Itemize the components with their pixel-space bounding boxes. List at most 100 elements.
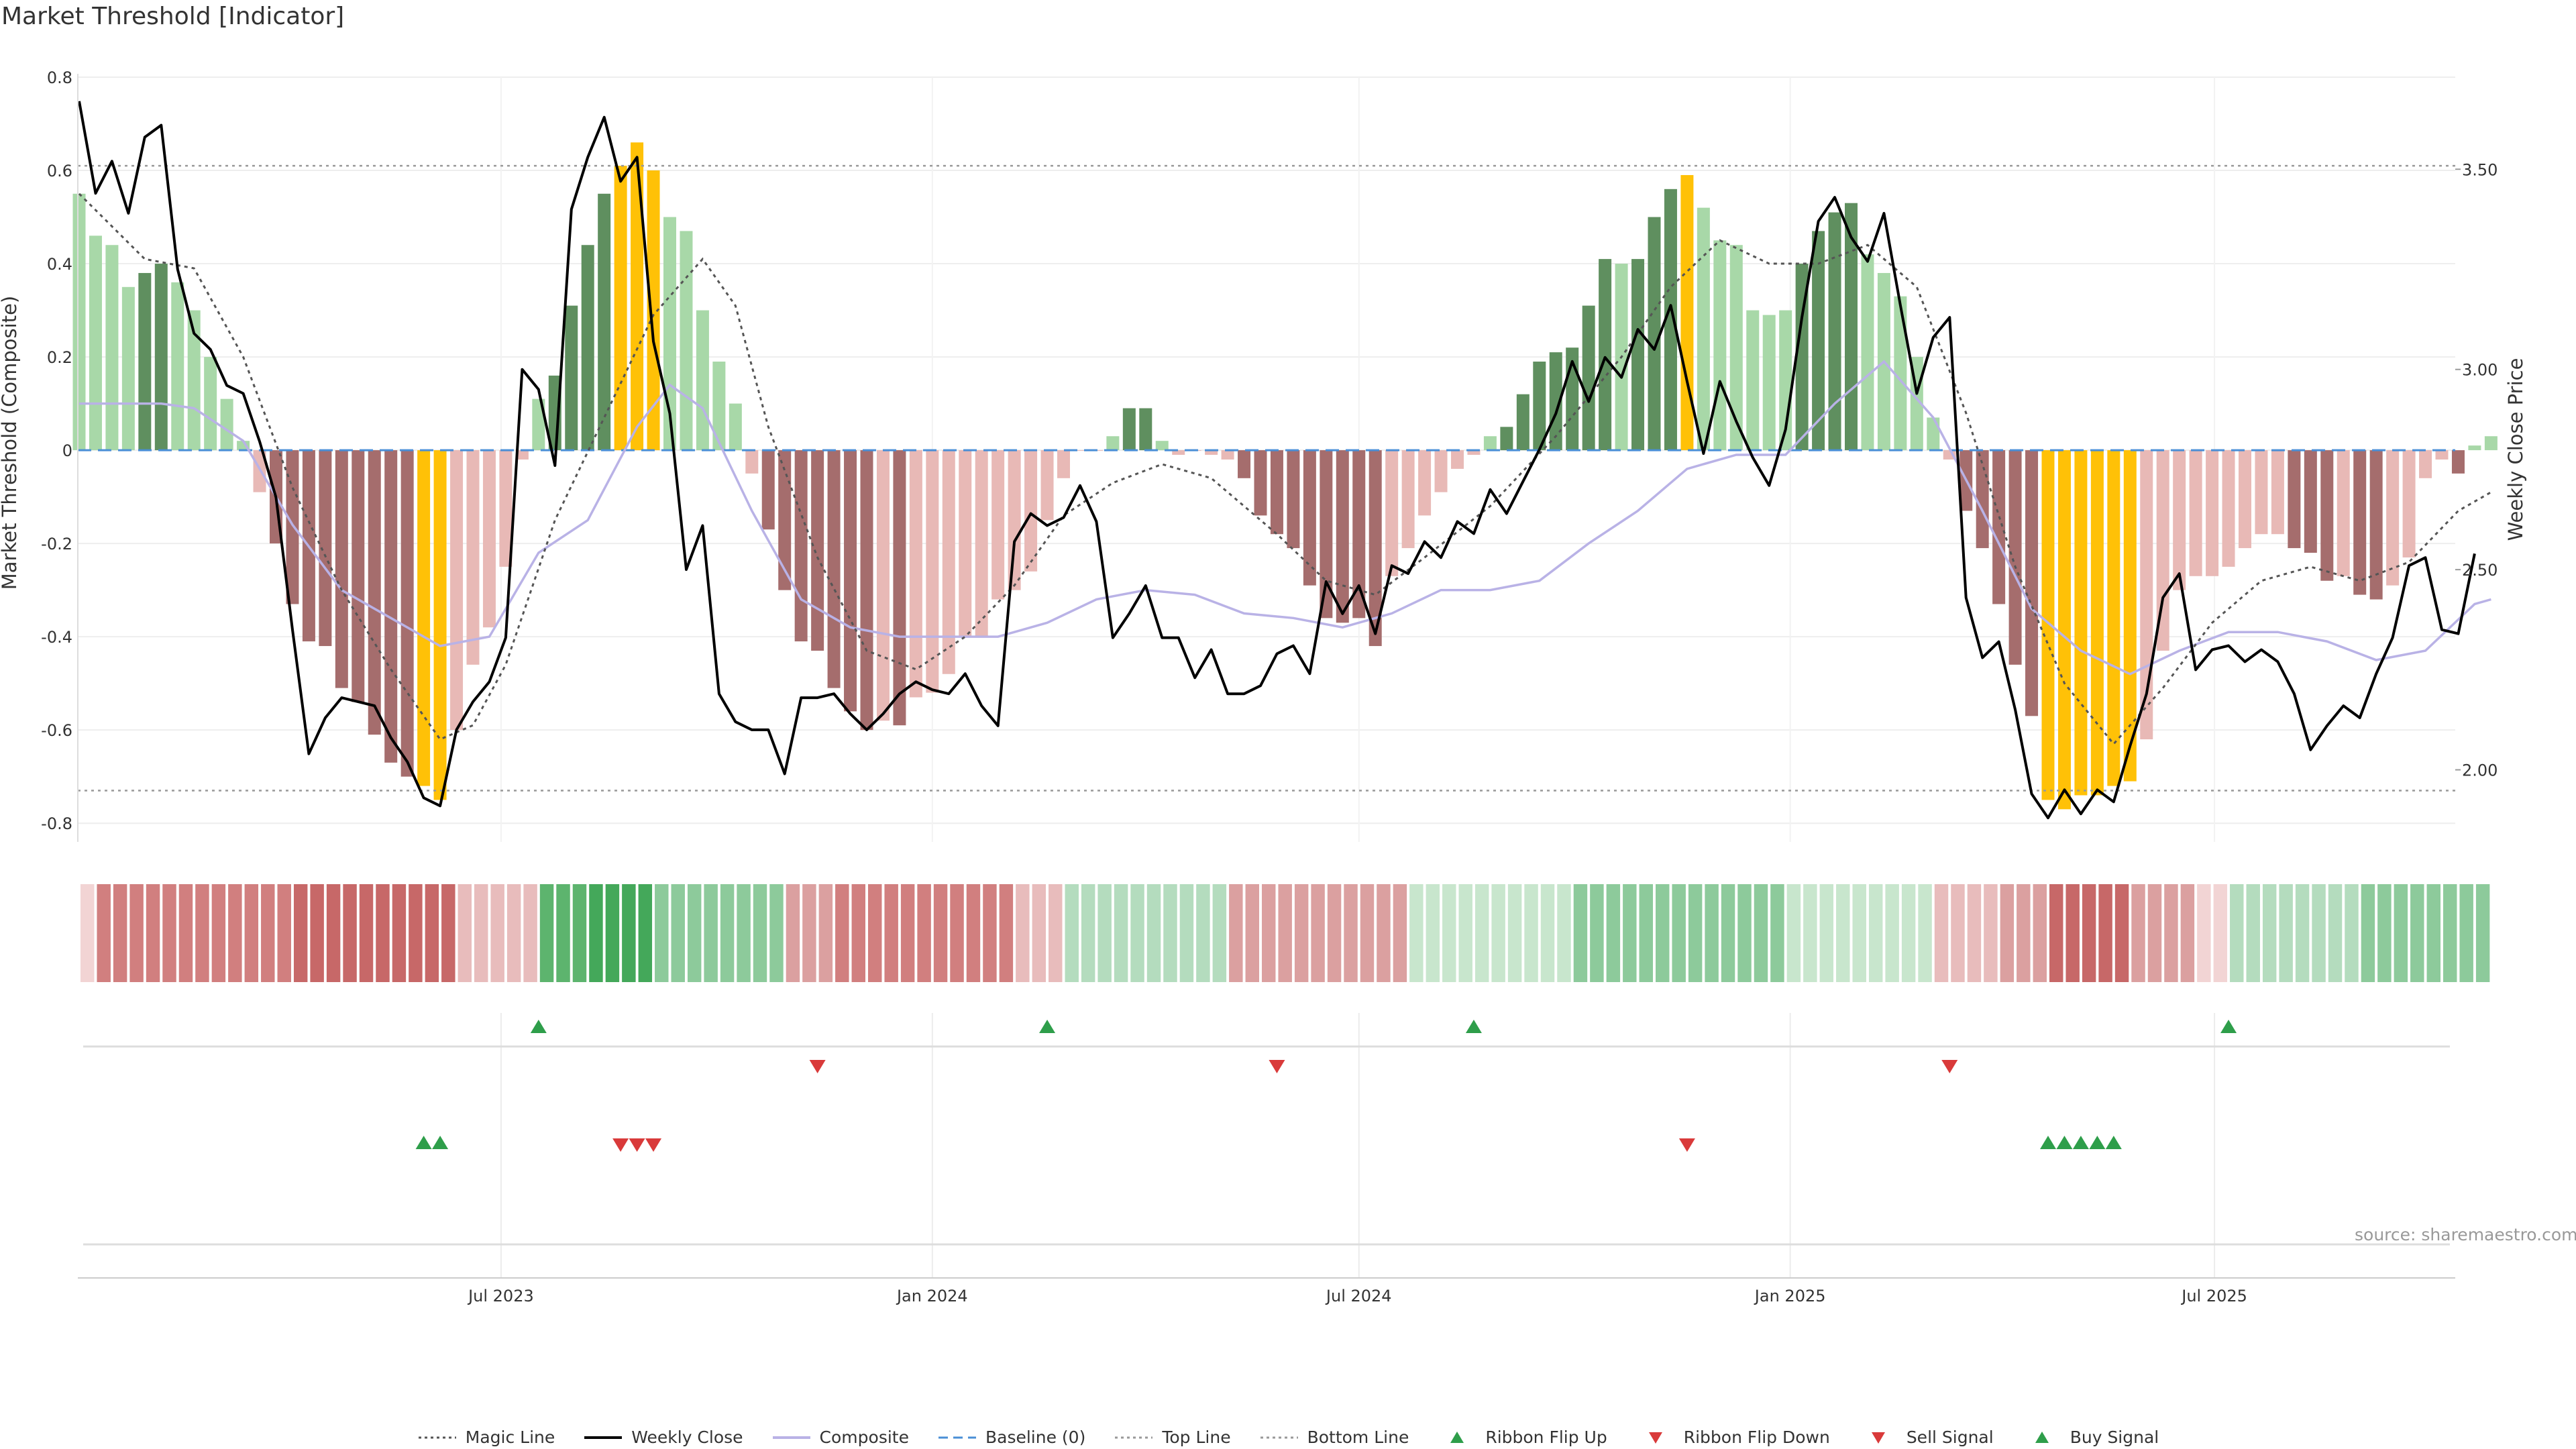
page-title: Market Threshold [Indicator] [1, 3, 345, 30]
ribbon-cell [753, 884, 767, 982]
composite-bar [1648, 217, 1661, 451]
ribbon-cell [129, 884, 144, 982]
ribbon-cell [720, 884, 735, 982]
composite-bar [1336, 450, 1349, 623]
composite-bar [1368, 450, 1382, 647]
ribbon-cell [1049, 884, 1063, 982]
ribbon-cell [2459, 884, 2473, 982]
composite-bar [860, 450, 873, 731]
composite-bar [1927, 417, 1940, 451]
composite-bar [450, 450, 464, 731]
ribbon-panel [80, 884, 2490, 982]
ribbon-cell [1803, 884, 1817, 982]
ribbon-flip-up-marker [1465, 1020, 1482, 1033]
ribbon-cell [572, 884, 587, 982]
ribbon-cell [425, 884, 439, 982]
composite-bar [1008, 450, 1021, 590]
composite-bar [598, 193, 611, 451]
ribbon-cell [1146, 884, 1161, 982]
ribbon-cell [1262, 884, 1276, 982]
ribbon-cell [1393, 884, 1407, 982]
composite-bar [1713, 240, 1727, 451]
composite-bar [827, 450, 841, 688]
ribbon-cell [884, 884, 898, 982]
composite-bar [72, 193, 86, 451]
ribbon-cell [2246, 884, 2260, 982]
composite-bar [1320, 450, 1333, 619]
composite-bar [1599, 259, 1612, 451]
legend: Magic Line Weekly Close Composite Baseline … [0, 1428, 2576, 1447]
ribbon-cell [1409, 884, 1424, 982]
ribbon-cell [1426, 884, 1440, 982]
composite-bar [729, 403, 742, 451]
composite-bar [105, 245, 119, 451]
composite-bar [1221, 450, 1234, 460]
magic-line [78, 193, 2492, 746]
legend-label: Magic Line [465, 1428, 555, 1447]
composite-bar [975, 450, 988, 637]
composite-bar [1680, 174, 1694, 451]
composite-bar [2353, 450, 2367, 595]
composite-bar [1106, 436, 1120, 451]
composite-bar [1451, 450, 1464, 469]
ribbon-cell [277, 884, 291, 982]
composite-bar [1762, 315, 1776, 451]
y-tick-label-left: -0.6 [41, 721, 72, 740]
ribbon-cell [1672, 884, 1686, 982]
ribbon-cell [409, 884, 423, 982]
ribbon-cell [1278, 884, 1292, 982]
composite-bar [778, 450, 792, 590]
ribbon-cell [2295, 884, 2310, 982]
legend-label: Bottom Line [1307, 1428, 1409, 1447]
composite-bar [1828, 212, 1841, 451]
y-tick-label-left: -0.4 [41, 628, 72, 647]
composite-bar [1697, 207, 1710, 451]
ribbon-cell [835, 884, 849, 982]
ribbon-cell [917, 884, 931, 982]
x-tick-label: Jan 2025 [1754, 1287, 1826, 1305]
composite-bar [1238, 450, 1251, 478]
composite-bar [1434, 450, 1448, 492]
legend-line-icon [584, 1436, 623, 1439]
composite-bar [2288, 450, 2301, 549]
legend-item: Baseline (0) [937, 1428, 1085, 1447]
ribbon-flip-down-marker [1941, 1060, 1958, 1073]
composite-bar [794, 450, 808, 642]
ribbon-cell [2394, 884, 2408, 982]
composite-bar [2057, 450, 2071, 810]
composite-bar [220, 398, 233, 451]
ribbon-cell [293, 884, 308, 982]
sell-signal-marker [1678, 1138, 1695, 1152]
ribbon-cell [1623, 884, 1637, 982]
ribbon-cell [556, 884, 570, 982]
ribbon-cell [474, 884, 488, 982]
legend-line-icon [418, 1436, 456, 1438]
composite-bar [1582, 305, 1595, 451]
ribbon-cell [2262, 884, 2277, 982]
ribbon-cell [1229, 884, 1243, 982]
composite-bar [844, 450, 857, 712]
composite-bar [319, 450, 332, 647]
ribbon-cell [392, 884, 407, 982]
composite-bar [2008, 450, 2022, 665]
ribbon-cell [1245, 884, 1259, 982]
composite-bar [959, 450, 972, 637]
ribbon-cell [539, 884, 554, 982]
composite-bar [1040, 450, 1054, 521]
ribbon-cell [622, 884, 636, 982]
ribbon-cell [1130, 884, 1144, 982]
composite-bar [1992, 450, 2006, 604]
ribbon-cell [490, 884, 504, 982]
composite-bar [745, 450, 759, 474]
composite-bar [417, 450, 431, 786]
y-tick-label-left: 0.8 [47, 68, 72, 87]
composite-bar [1467, 450, 1481, 455]
x-tick-label: Jul 2023 [467, 1287, 534, 1305]
ribbon-cell [1918, 884, 1932, 982]
composite-bar [384, 450, 398, 763]
composite-bar [2304, 450, 2317, 553]
composite-bar [2402, 450, 2416, 557]
ribbon-cell [195, 884, 209, 982]
composite-bar [712, 362, 726, 451]
composite-bar [138, 272, 152, 451]
